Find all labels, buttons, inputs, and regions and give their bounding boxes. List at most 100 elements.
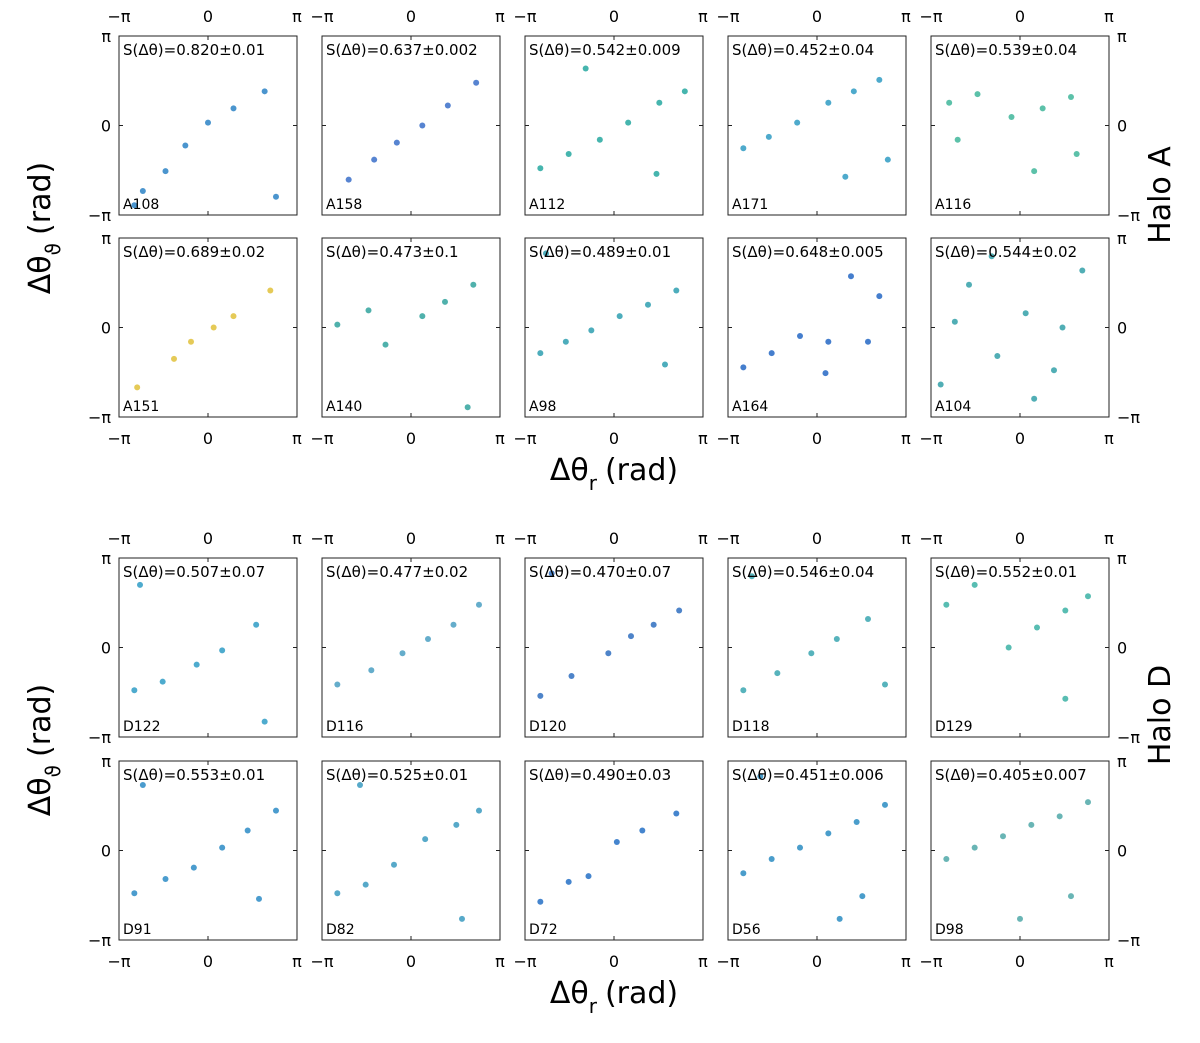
panel-frame bbox=[321, 557, 501, 738]
y-axis-title-symbol: Δθ bbox=[23, 777, 58, 816]
panel: −π 0 π S(Δθ)=0.542±0.009 A112 bbox=[513, 7, 708, 216]
point bbox=[833, 635, 840, 642]
panel-id: A171 bbox=[732, 197, 768, 213]
point bbox=[951, 318, 958, 325]
panel-id: D56 bbox=[732, 922, 761, 938]
point bbox=[757, 773, 764, 780]
point bbox=[661, 361, 668, 368]
point bbox=[1073, 150, 1080, 157]
point bbox=[582, 65, 589, 72]
panel: −π 0 π S(Δθ)=0.648±0.005 A164 bbox=[716, 237, 911, 448]
x-tick-label: −π bbox=[513, 952, 536, 971]
point bbox=[188, 338, 195, 345]
point bbox=[399, 650, 406, 657]
panel-id: A108 bbox=[123, 197, 159, 213]
x-tick-label: π bbox=[1104, 529, 1114, 548]
x-tick-label: 0 bbox=[812, 429, 822, 448]
y-tick-label: 0 bbox=[101, 842, 111, 861]
x-tick-label: −π bbox=[919, 429, 942, 448]
point bbox=[765, 133, 772, 140]
x-tick-label: 0 bbox=[609, 952, 619, 971]
panel: −π 0 π −π 0 π S(Δθ)=0.539±0.04 A116 bbox=[919, 7, 1140, 225]
x-tick-label: 0 bbox=[203, 529, 213, 548]
point bbox=[193, 661, 200, 668]
point bbox=[548, 570, 555, 577]
point bbox=[1079, 267, 1086, 274]
point bbox=[650, 621, 657, 628]
panel-frame bbox=[118, 760, 298, 941]
x-axis-title: Δθr (rad) bbox=[550, 976, 678, 1018]
panel-stat: S(Δθ)=0.539±0.04 bbox=[935, 41, 1077, 59]
point bbox=[836, 915, 843, 922]
point bbox=[825, 830, 832, 837]
point bbox=[475, 601, 482, 608]
point bbox=[272, 193, 279, 200]
x-axis-title-symbol: Δθ bbox=[550, 976, 589, 1011]
y-tick-label: −π bbox=[1117, 728, 1140, 747]
point bbox=[740, 870, 747, 877]
x-tick-label: π bbox=[292, 7, 302, 26]
y-axis-title-sub: ϑ bbox=[41, 243, 65, 255]
x-axis-title-sub: r bbox=[589, 994, 598, 1018]
x-tick-label: π bbox=[1104, 429, 1114, 448]
point bbox=[190, 864, 197, 871]
group-label: Halo A bbox=[1143, 146, 1178, 244]
x-tick-label: 0 bbox=[609, 529, 619, 548]
point bbox=[1062, 695, 1069, 702]
point bbox=[740, 145, 747, 152]
point bbox=[453, 821, 460, 828]
panel-stat: S(Δθ)=0.507±0.07 bbox=[123, 563, 265, 581]
x-tick-label: 0 bbox=[1015, 429, 1025, 448]
x-tick-label: −π bbox=[919, 529, 942, 548]
point bbox=[219, 844, 226, 851]
x-tick-label: 0 bbox=[203, 429, 213, 448]
y-tick-label: π bbox=[101, 549, 111, 568]
point bbox=[627, 633, 634, 640]
x-tick-label: −π bbox=[716, 429, 739, 448]
point bbox=[644, 301, 651, 308]
panel-stat: S(Δθ)=0.470±0.07 bbox=[529, 563, 671, 581]
y-tick-label: π bbox=[101, 27, 111, 46]
point bbox=[768, 856, 775, 863]
point bbox=[971, 581, 978, 588]
point bbox=[588, 327, 595, 334]
x-tick-label: −π bbox=[107, 7, 130, 26]
panel-stat: S(Δθ)=0.553±0.01 bbox=[123, 766, 265, 784]
point bbox=[139, 188, 146, 195]
y-tick-label: π bbox=[1117, 229, 1127, 248]
point bbox=[1062, 607, 1069, 614]
point bbox=[859, 893, 866, 900]
point bbox=[954, 136, 961, 143]
panel: −π 0 π −π 0 π S(Δθ)=0.689±0.02 A151 bbox=[88, 229, 302, 448]
y-tick-label: 0 bbox=[1117, 319, 1127, 338]
x-tick-label: −π bbox=[716, 952, 739, 971]
point bbox=[450, 621, 457, 628]
point bbox=[272, 807, 279, 814]
panel-id: A151 bbox=[123, 399, 159, 415]
x-tick-label: 0 bbox=[406, 529, 416, 548]
point bbox=[1017, 915, 1023, 922]
x-tick-label: π bbox=[292, 529, 302, 548]
panel: −π 0 π S(Δθ)=0.489±0.01 A98 bbox=[513, 237, 708, 448]
panel-id: A158 bbox=[326, 197, 362, 213]
panel-id: A112 bbox=[529, 197, 565, 213]
point bbox=[639, 827, 646, 834]
panel-stat: S(Δθ)=0.552±0.01 bbox=[935, 563, 1077, 581]
panel-id: D116 bbox=[326, 719, 364, 735]
point bbox=[1050, 367, 1057, 374]
point bbox=[458, 915, 465, 922]
point bbox=[441, 298, 448, 305]
panel-frame bbox=[118, 237, 298, 418]
point bbox=[334, 890, 341, 897]
point bbox=[345, 176, 352, 183]
panel-stat: S(Δθ)=0.542±0.009 bbox=[529, 41, 681, 59]
point bbox=[681, 88, 688, 95]
point bbox=[475, 807, 482, 814]
point bbox=[676, 607, 683, 614]
point bbox=[137, 581, 144, 588]
panel-id: D82 bbox=[326, 922, 355, 938]
point bbox=[422, 836, 429, 843]
x-tick-label: 0 bbox=[203, 7, 213, 26]
point bbox=[1084, 799, 1091, 806]
